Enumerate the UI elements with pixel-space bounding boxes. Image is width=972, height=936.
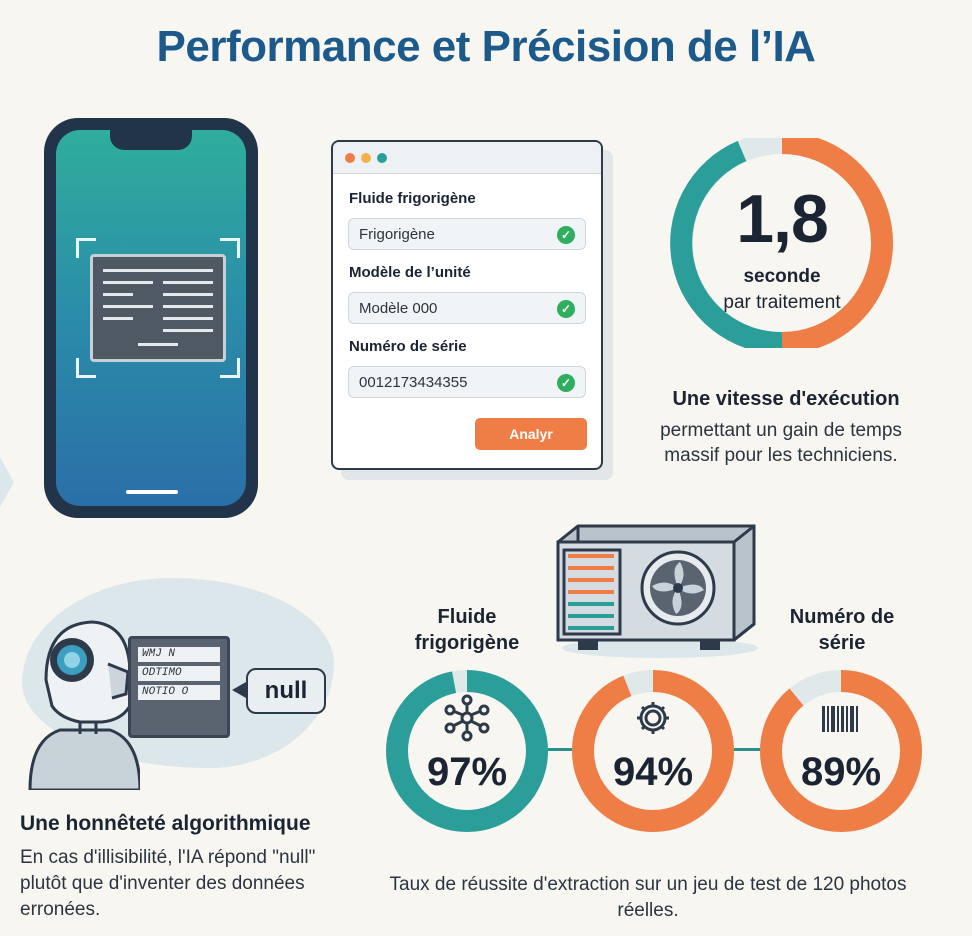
speed-ring [670, 138, 893, 348]
serial-field[interactable]: 0012173434355 ✓ [348, 366, 586, 398]
refrigerant-value: Frigorigène [359, 226, 435, 243]
robot-icon [28, 620, 140, 790]
speech-tail [232, 682, 246, 698]
speed-value: 1,8 [736, 181, 829, 257]
ac-unit-icon [556, 524, 758, 658]
serial-accuracy-ring [760, 670, 922, 832]
nameplate-icon [90, 254, 226, 362]
barcode-icon [822, 706, 858, 732]
home-indicator [126, 490, 178, 494]
doc-line: WMJ N [138, 647, 220, 662]
speed-subtitle: par traitement [723, 292, 841, 313]
molecule-icon [444, 694, 490, 742]
analyze-button[interactable]: Analyr [475, 418, 587, 450]
doc-line: NOTIO O [138, 685, 220, 700]
connector-line [734, 748, 770, 751]
decorative-chevron [0, 450, 14, 514]
model-label: Modèle de l’unité [349, 264, 471, 281]
null-speech-bubble: null [246, 668, 326, 714]
doc-line: ODTIMO [138, 666, 220, 681]
refrigerant-accuracy-label: Fluide frigorigène [414, 606, 520, 654]
window-titlebar [333, 142, 601, 174]
phone-illustration [44, 118, 258, 518]
refrigerant-field[interactable]: Frigorigène ✓ [348, 218, 586, 250]
illegible-document: WMJ N ODTIMO NOTIO O [128, 636, 230, 738]
maximize-dot-icon[interactable] [377, 153, 387, 163]
phone-screen [56, 130, 246, 506]
honesty-headline: Une honnêteté algorithmique [20, 812, 311, 835]
speed-unit: seconde [743, 266, 821, 287]
check-icon: ✓ [557, 300, 575, 318]
speed-headline: Une vitesse d'exécution [672, 388, 900, 410]
refrigerant-label: Fluide frigorigène [349, 190, 476, 207]
phone-notch [110, 130, 192, 150]
serial-value: 0012173434355 [359, 374, 468, 391]
scan-frame [76, 238, 240, 378]
serial-accuracy-label: Numéro de série [789, 606, 895, 654]
minimize-dot-icon[interactable] [361, 153, 371, 163]
page-title: Performance et Précision de l’IA [156, 22, 816, 71]
check-icon: ✓ [557, 226, 575, 244]
check-icon: ✓ [557, 374, 575, 392]
honesty-description: En cas d'illisibilité, l'IA répond "null… [20, 847, 316, 920]
serial-accuracy-value: 89% [800, 750, 882, 794]
extraction-form-window: Fluide frigorigène Frigorigène ✓ Modèle … [331, 140, 603, 470]
accuracy-caption: Taux de réussite d'extraction sur un jeu… [389, 874, 907, 921]
speed-description: permettant un gain de temps massif pour … [660, 420, 902, 466]
connector-line [548, 748, 584, 751]
model-value: Modèle 000 [359, 300, 438, 317]
model-accuracy-ring [572, 670, 734, 832]
gear-icon [637, 702, 669, 734]
close-dot-icon[interactable] [345, 153, 355, 163]
model-field[interactable]: Modèle 000 ✓ [348, 292, 586, 324]
serial-label: Numéro de série [349, 338, 467, 355]
refrigerant-accuracy-ring [386, 670, 548, 832]
model-accuracy-value: 94% [612, 750, 694, 794]
refrigerant-accuracy-value: 97% [426, 750, 508, 794]
